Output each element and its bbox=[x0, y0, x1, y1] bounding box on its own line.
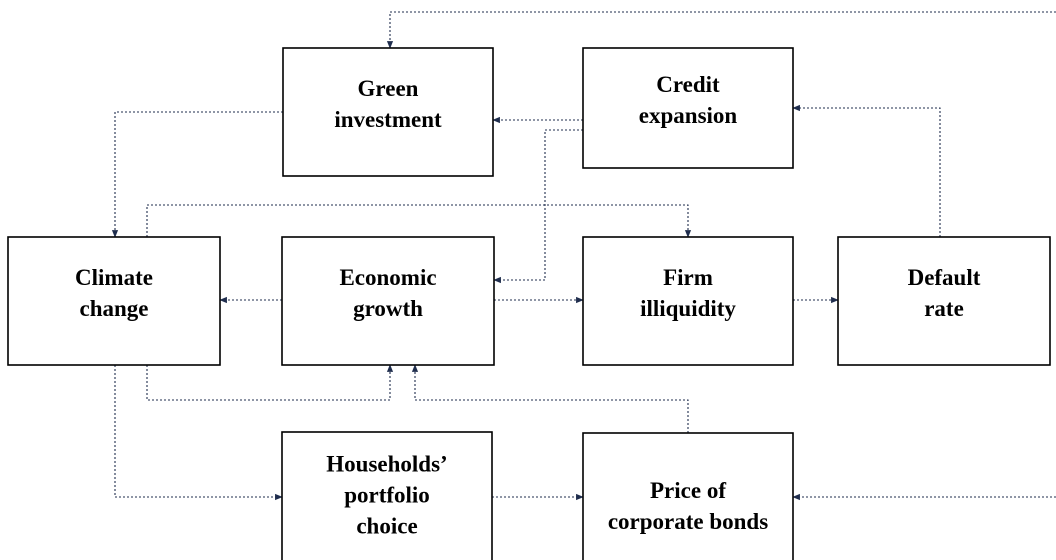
edge bbox=[411, 364, 689, 433]
edge bbox=[146, 204, 692, 238]
node: Firm illiquidity bbox=[582, 236, 794, 366]
node-box bbox=[582, 432, 794, 560]
node: Credit expansion bbox=[582, 47, 794, 169]
node-label: Households’ bbox=[326, 451, 447, 476]
edge bbox=[792, 104, 941, 237]
edges bbox=[111, 11, 1056, 501]
node-label: change bbox=[80, 296, 149, 321]
node: Economic growth bbox=[281, 236, 495, 366]
node-label: Green bbox=[358, 76, 419, 101]
node-box bbox=[281, 236, 495, 366]
node: Households’ portfolio choice bbox=[281, 431, 493, 560]
node: Default rate bbox=[837, 236, 1051, 366]
node-label: Price of bbox=[650, 478, 726, 503]
edge bbox=[386, 11, 1056, 49]
node-box bbox=[582, 236, 794, 366]
nodes: Green investment Credit expansion Climate cha… bbox=[7, 47, 1051, 560]
node-label: Firm bbox=[663, 265, 713, 290]
node-box bbox=[582, 47, 794, 169]
node-label: investment bbox=[334, 107, 442, 132]
node-label: Economic bbox=[339, 265, 436, 290]
node-box bbox=[282, 47, 494, 177]
node-label: choice bbox=[356, 513, 417, 538]
node-label: Default bbox=[908, 265, 981, 290]
node-label: rate bbox=[924, 296, 964, 321]
node-label: growth bbox=[353, 296, 423, 321]
node-box bbox=[7, 236, 221, 366]
edge bbox=[146, 364, 394, 401]
node-box bbox=[837, 236, 1051, 366]
node-label: expansion bbox=[639, 103, 738, 128]
node-label: corporate bonds bbox=[608, 509, 768, 534]
node-label: illiquidity bbox=[640, 296, 736, 321]
node: Climate change bbox=[7, 236, 221, 366]
node: Price of corporate bonds bbox=[582, 432, 794, 560]
node-box bbox=[281, 431, 493, 560]
edge bbox=[114, 365, 283, 501]
edge bbox=[111, 111, 283, 238]
node-label: Credit bbox=[656, 72, 720, 97]
node: Green investment bbox=[282, 47, 494, 177]
node-label: portfolio bbox=[344, 482, 430, 507]
node-label: Climate bbox=[75, 265, 153, 290]
